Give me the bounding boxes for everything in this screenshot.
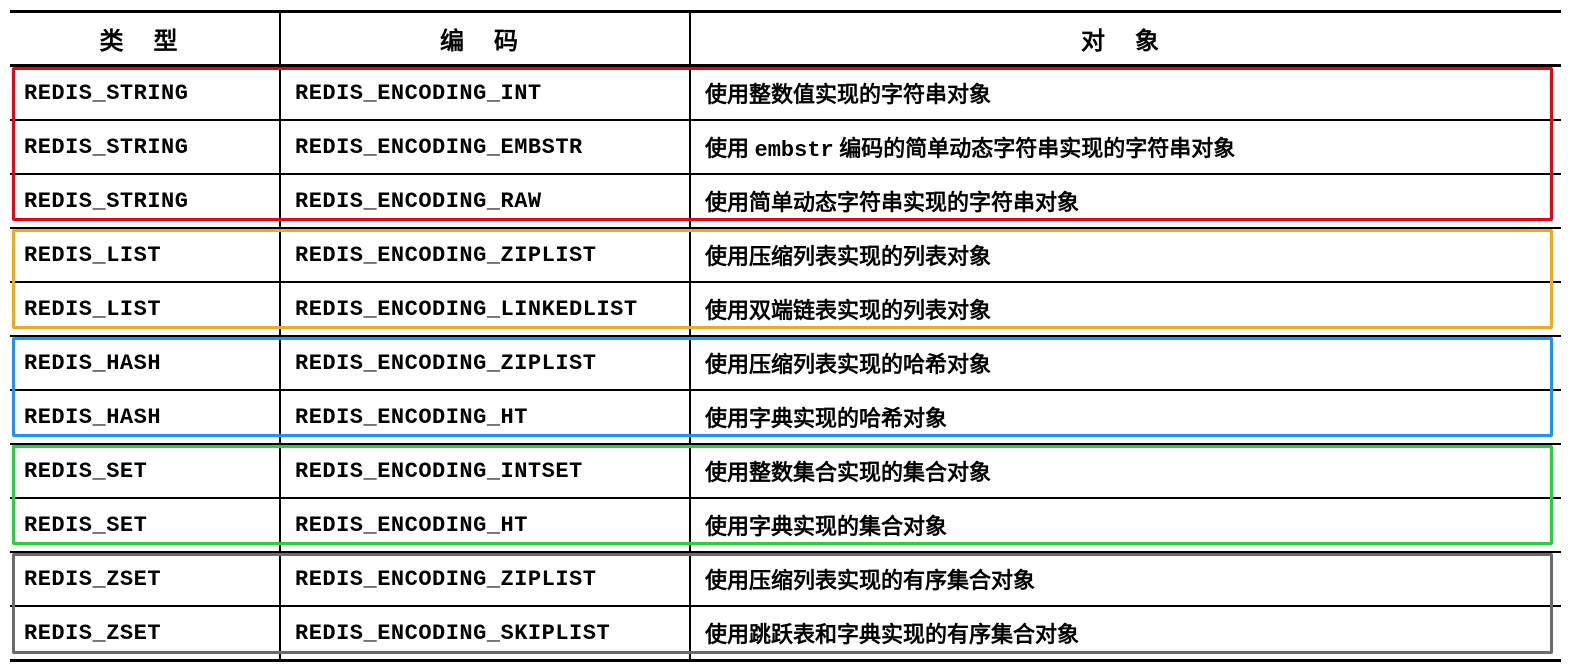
- table-row: REDIS_ZSETREDIS_ENCODING_ZIPLIST使用压缩列表实现…: [10, 552, 1561, 606]
- cell-description: 使用压缩列表实现的有序集合对象: [690, 552, 1561, 606]
- cell-type: REDIS_HASH: [10, 336, 280, 390]
- cell-encoding: REDIS_ENCODING_EMBSTR: [280, 120, 690, 174]
- cell-description: 使用字典实现的哈希对象: [690, 390, 1561, 444]
- table-row: REDIS_ZSETREDIS_ENCODING_SKIPLIST使用跳跃表和字…: [10, 606, 1561, 661]
- header-enc: 编 码: [280, 12, 690, 66]
- table-body: REDIS_STRINGREDIS_ENCODING_INT使用整数值实现的字符…: [10, 66, 1561, 661]
- cell-description: 使用双端链表实现的列表对象: [690, 282, 1561, 336]
- cell-type: REDIS_LIST: [10, 228, 280, 282]
- table-row: REDIS_STRINGREDIS_ENCODING_INT使用整数值实现的字符…: [10, 66, 1561, 121]
- cell-description: 使用跳跃表和字典实现的有序集合对象: [690, 606, 1561, 661]
- cell-description: 使用压缩列表实现的哈希对象: [690, 336, 1561, 390]
- table-row: REDIS_LISTREDIS_ENCODING_LINKEDLIST使用双端链…: [10, 282, 1561, 336]
- table-row: REDIS_LISTREDIS_ENCODING_ZIPLIST使用压缩列表实现…: [10, 228, 1561, 282]
- table-row: REDIS_SETREDIS_ENCODING_HT使用字典实现的集合对象: [10, 498, 1561, 552]
- cell-type: REDIS_SET: [10, 498, 280, 552]
- cell-encoding: REDIS_ENCODING_ZIPLIST: [280, 336, 690, 390]
- cell-description: 使用整数值实现的字符串对象: [690, 66, 1561, 121]
- cell-type: REDIS_STRING: [10, 120, 280, 174]
- table-row: REDIS_STRINGREDIS_ENCODING_RAW使用简单动态字符串实…: [10, 174, 1561, 228]
- cell-type: REDIS_STRING: [10, 66, 280, 121]
- header-type: 类 型: [10, 12, 280, 66]
- cell-type: REDIS_SET: [10, 444, 280, 498]
- cell-encoding: REDIS_ENCODING_INT: [280, 66, 690, 121]
- cell-type: REDIS_STRING: [10, 174, 280, 228]
- cell-encoding: REDIS_ENCODING_RAW: [280, 174, 690, 228]
- table-row: REDIS_HASHREDIS_ENCODING_ZIPLIST使用压缩列表实现…: [10, 336, 1561, 390]
- cell-encoding: REDIS_ENCODING_SKIPLIST: [280, 606, 690, 661]
- header-object: 对 象: [690, 12, 1561, 66]
- cell-type: REDIS_ZSET: [10, 552, 280, 606]
- cell-encoding: REDIS_ENCODING_LINKEDLIST: [280, 282, 690, 336]
- cell-encoding: REDIS_ENCODING_HT: [280, 390, 690, 444]
- table-row: REDIS_HASHREDIS_ENCODING_HT使用字典实现的哈希对象: [10, 390, 1561, 444]
- cell-type: REDIS_LIST: [10, 282, 280, 336]
- redis-encoding-table: 类 型 编 码 对 象 REDIS_STRINGREDIS_ENCODING_I…: [10, 10, 1561, 662]
- cell-description: 使用字典实现的集合对象: [690, 498, 1561, 552]
- cell-description: 使用 embstr 编码的简单动态字符串实现的字符串对象: [690, 120, 1561, 174]
- cell-description: 使用压缩列表实现的列表对象: [690, 228, 1561, 282]
- table-row: REDIS_STRINGREDIS_ENCODING_EMBSTR使用 embs…: [10, 120, 1561, 174]
- table-container: 类 型 编 码 对 象 REDIS_STRINGREDIS_ENCODING_I…: [10, 10, 1561, 662]
- cell-encoding: REDIS_ENCODING_INTSET: [280, 444, 690, 498]
- cell-encoding: REDIS_ENCODING_HT: [280, 498, 690, 552]
- header-row: 类 型 编 码 对 象: [10, 12, 1561, 66]
- cell-description: 使用整数集合实现的集合对象: [690, 444, 1561, 498]
- cell-type: REDIS_HASH: [10, 390, 280, 444]
- cell-description: 使用简单动态字符串实现的字符串对象: [690, 174, 1561, 228]
- cell-type: REDIS_ZSET: [10, 606, 280, 661]
- table-row: REDIS_SETREDIS_ENCODING_INTSET使用整数集合实现的集…: [10, 444, 1561, 498]
- cell-encoding: REDIS_ENCODING_ZIPLIST: [280, 228, 690, 282]
- cell-encoding: REDIS_ENCODING_ZIPLIST: [280, 552, 690, 606]
